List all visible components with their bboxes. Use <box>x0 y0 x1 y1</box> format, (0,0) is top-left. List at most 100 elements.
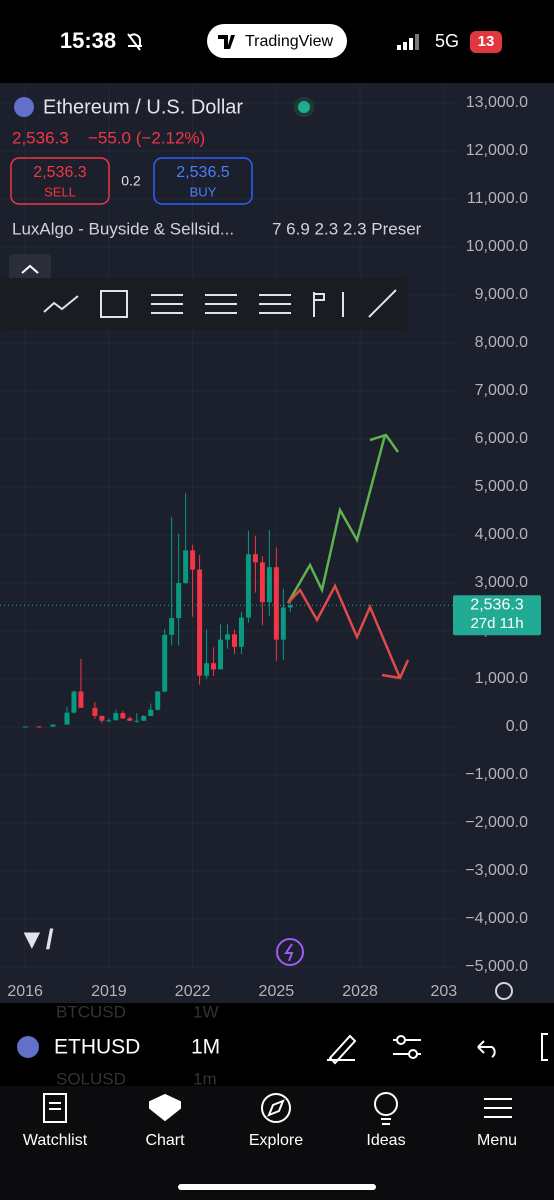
sell-price: 2,536.3 <box>33 164 86 181</box>
x-tick-label: 203 <box>430 983 457 1000</box>
indicators-icon[interactable] <box>396 1035 406 1045</box>
eth-icon <box>17 1036 39 1058</box>
market-status <box>298 101 310 113</box>
settings-icon[interactable] <box>495 982 513 1000</box>
next-symbol: SOLUSD <box>56 1069 126 1088</box>
tab-label[interactable]: Watchlist <box>23 1132 88 1149</box>
y-tick-label: −4,000.0 <box>465 910 528 927</box>
signal <box>397 34 419 50</box>
candle-body <box>148 709 154 716</box>
tab-label[interactable]: Explore <box>249 1132 303 1149</box>
y-tick-label: 11,000.0 <box>467 190 528 207</box>
candle-body <box>50 724 56 727</box>
candle-body <box>127 718 133 721</box>
symbol-name: Ethereum / U.S. Dollar <box>43 96 243 118</box>
watchlist-icon[interactable] <box>43 1093 67 1123</box>
chart-icon[interactable] <box>149 1093 181 1122</box>
candle-body <box>78 691 84 708</box>
sell-button[interactable] <box>10 157 110 205</box>
candle-body <box>266 567 272 603</box>
x-tick-label: 2022 <box>175 983 211 1000</box>
y-tick-label: −5,000.0 <box>465 958 528 975</box>
chart-layer: −5,000.0 −4,000.0 −3,000.0 −2,000.0 −1,000.0… <box>0 85 541 1000</box>
y-tick-label: −3,000.0 <box>465 862 528 879</box>
y-tick-label: −1,000.0 <box>465 766 528 783</box>
y-tick-label: 3,000.0 <box>475 574 528 591</box>
chart-background <box>0 83 554 1003</box>
countdown: 27d 11h <box>470 615 523 632</box>
indicator: LuxAlgo - Buyside & Sellsid... <box>12 219 234 238</box>
collapse-button[interactable] <box>9 254 51 282</box>
candle-body <box>245 554 251 618</box>
current-symbol[interactable]: ETHUSD <box>54 1036 140 1059</box>
candle-body <box>113 713 119 721</box>
y-tick-label: 5,000.0 <box>475 478 528 495</box>
candle-body <box>36 726 42 728</box>
undo-icon[interactable] <box>477 1040 496 1058</box>
candle-body <box>197 569 203 676</box>
y-tick-label: 4,000.0 <box>475 526 528 543</box>
tv-logo <box>218 35 235 49</box>
candle-body <box>176 583 182 619</box>
candle-body <box>183 550 189 584</box>
y-tick-label: −2,000.0 <box>465 814 528 831</box>
spread: 0.2 <box>121 173 141 189</box>
candle-body <box>64 712 70 725</box>
y-tick-label: 12,000.0 <box>466 142 528 159</box>
x-tick-label: 2025 <box>259 983 295 1000</box>
bear-projection <box>287 583 402 679</box>
x-tick-label: 2028 <box>342 983 378 1000</box>
candle-body <box>169 618 175 635</box>
candle-body <box>71 691 77 713</box>
y-tick-label: 8,000.0 <box>475 334 528 351</box>
price-tag <box>453 595 541 636</box>
candle-body <box>190 550 196 570</box>
price-tag-label: 2,536.3 <box>470 596 523 613</box>
candle-body <box>273 567 279 640</box>
bull-arrowhead <box>369 433 400 453</box>
candle-body <box>155 691 161 710</box>
bull-projection <box>286 434 387 604</box>
menu-icon[interactable] <box>484 1098 512 1118</box>
current-interval[interactable]: 1M <box>191 1036 220 1059</box>
y-tick-label: 10,000.0 <box>466 238 528 255</box>
prev-interval: 1W <box>193 1002 219 1021</box>
symbol-bar <box>0 1003 554 1086</box>
y-tick-label: 13,000.0 <box>466 94 528 111</box>
tool-icons <box>43 289 397 318</box>
eth-icon <box>14 97 34 117</box>
tab-label[interactable]: Chart <box>145 1132 185 1149</box>
mute-icon <box>127 33 142 51</box>
candle-body <box>99 715 105 721</box>
y-tick-label: 0.0 <box>506 718 528 735</box>
battery <box>470 31 502 53</box>
ai-button[interactable] <box>276 938 304 966</box>
prev-symbol: BTCUSD <box>56 1002 126 1021</box>
candle-body <box>92 707 98 716</box>
draw-icon[interactable] <box>327 1034 357 1065</box>
tab-label[interactable]: Ideas <box>366 1132 405 1149</box>
ideas-icon[interactable] <box>374 1092 398 1116</box>
buy-label: BUY <box>190 184 217 199</box>
drawing-toolbar <box>0 278 408 330</box>
candle-body <box>225 634 230 640</box>
candle-body <box>204 663 210 676</box>
explore-icon[interactable] <box>261 1093 291 1123</box>
candle-body <box>218 639 224 670</box>
change: −55.0 (−2.12%) <box>88 128 205 147</box>
app-name: TradingView <box>245 33 333 50</box>
x-tick-label: 2019 <box>91 983 127 1000</box>
buy-button[interactable] <box>153 157 253 205</box>
tab-bar <box>0 1086 554 1200</box>
candle-body <box>141 715 147 721</box>
sell-label: SELL <box>44 184 76 199</box>
indicator-values: 7 6.9 2.3 2.3 Preser <box>272 219 422 238</box>
candle-body <box>238 617 244 647</box>
buy-price: 2,536.5 <box>176 164 229 181</box>
app-pill <box>207 24 347 58</box>
next-interval: 1m <box>193 1069 217 1088</box>
tab-label[interactable]: Menu <box>477 1132 517 1149</box>
candle-body <box>162 634 168 692</box>
